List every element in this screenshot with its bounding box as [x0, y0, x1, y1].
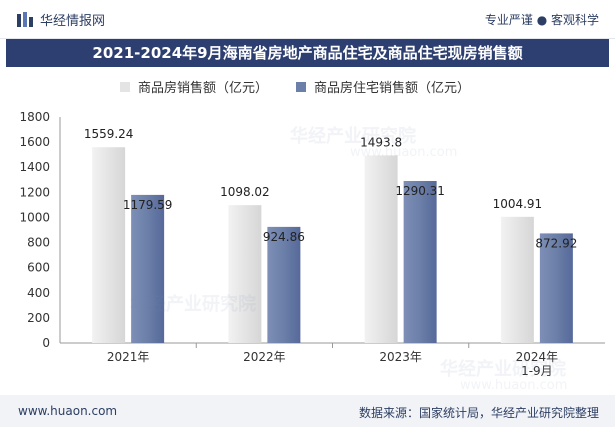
y-tick-label-5: 1000: [19, 210, 50, 224]
data-label-series-2-0: 1179.59: [123, 198, 173, 212]
chart-title: 2021-2024年9月海南省房地产商品住宅及商品住宅现房销售额: [6, 39, 609, 67]
footer-source: 数据来源：国家统计局，华经产业研究院整理: [358, 406, 599, 420]
chart-legend: 商品房销售额（亿元） 商品房住宅销售额（亿元）: [120, 77, 470, 96]
x-tick-label-3-line-1: 1-9月: [521, 364, 553, 378]
y-tick-label-7: 1400: [19, 160, 50, 174]
bar-chart: 0 200 400 600 800 1000 1200 1400 1600 1800 1559.24…: [19, 110, 605, 378]
footer-url[interactable]: www.huaon.com: [18, 404, 118, 418]
legend-swatch-series-2: [296, 81, 307, 92]
y-tick-label-8: 1600: [19, 135, 50, 149]
legend-swatch-series-1: [120, 81, 130, 92]
y-tick-label-2: 400: [27, 286, 50, 300]
y-tick-label-0: 0: [42, 336, 50, 350]
data-label-series-1-0: 1559.24: [84, 127, 134, 141]
bar-series-2-0: [131, 194, 165, 343]
brand-name: 华经情报网: [40, 14, 106, 29]
y-tick-label-4: 800: [27, 236, 50, 250]
top-bar: 华经情报网 专业严谨 ● 客观科学: [0, 0, 615, 39]
data-label-series-1-3: 1004.91: [493, 197, 543, 211]
brand-logo-icon: [17, 11, 33, 27]
brand[interactable]: 华经情报网: [16, 10, 105, 29]
bar-series-1-2: [364, 155, 398, 343]
data-label-series-2-1: 924.86: [263, 230, 305, 244]
legend-item-series-2: 商品房住宅销售额（亿元）: [296, 77, 470, 96]
data-label-series-2-2: 1290.31: [395, 184, 445, 198]
x-tick-label-0: 2021年: [107, 350, 150, 364]
data-label-series-1-2: 1493.8: [360, 135, 402, 149]
legend-item-series-1: 商品房销售额（亿元）: [120, 77, 268, 96]
bar-series-2-1: [267, 226, 301, 343]
slogan: 专业严谨 ● 客观科学: [484, 13, 599, 27]
legend-label-series-1: 商品房销售额（亿元）: [138, 81, 269, 96]
bar-series-1-1: [228, 205, 262, 343]
bar-series-2-2: [403, 180, 437, 343]
y-tick-label-1: 200: [27, 311, 50, 325]
x-tick-label-3-line-0: 2024年: [516, 350, 559, 364]
footer: www.huaon.com 数据来源：国家统计局，华经产业研究院整理: [0, 395, 615, 427]
x-tick-label-2: 2023年: [379, 350, 422, 364]
bar-series-1-3: [500, 216, 534, 343]
y-tick-label-3: 600: [27, 261, 50, 275]
data-label-series-1-1: 1098.02: [220, 185, 270, 199]
y-tick-label-9: 1800: [19, 110, 50, 124]
x-tick-label-1: 2022年: [243, 350, 286, 364]
legend-label-series-2: 商品房住宅销售额（亿元）: [314, 81, 471, 96]
data-label-series-2-3: 872.92: [535, 236, 577, 250]
bar-series-2-3: [539, 233, 573, 343]
y-tick-label-6: 1200: [19, 185, 50, 199]
bar-series-1-0: [92, 147, 126, 343]
